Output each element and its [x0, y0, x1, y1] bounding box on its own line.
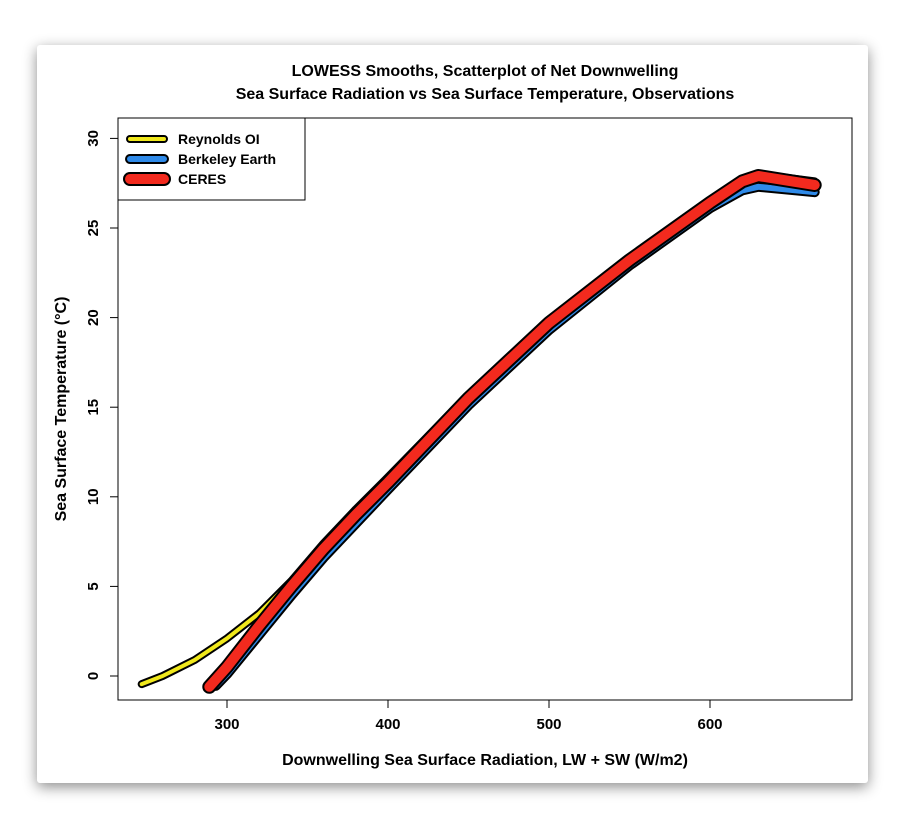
- y-tick-label: 20: [85, 309, 102, 326]
- series-outline: [137, 170, 819, 689]
- legend-label: CERES: [178, 171, 226, 187]
- series-berkeley-earth: [210, 181, 820, 691]
- chart-title-line1: LOWESS Smooths, Scatterplot of Net Downw…: [292, 63, 679, 80]
- y-tick-label: 0: [85, 672, 102, 680]
- series-outline: [210, 181, 820, 691]
- x-axis-label: Downwelling Sea Surface Radiation, LW + …: [282, 752, 688, 769]
- chart-title-line2: Sea Surface Radiation vs Sea Surface Tem…: [236, 86, 735, 103]
- y-tick-label: 5: [85, 582, 102, 590]
- series-ceres: [202, 169, 822, 694]
- y-tick-label: 30: [85, 130, 102, 147]
- x-tick-label: 300: [214, 716, 239, 733]
- y-tick-label: 15: [85, 399, 102, 416]
- series-reynolds-oi: [137, 170, 819, 689]
- x-tick-label: 400: [375, 716, 400, 733]
- y-axis-label: Sea Surface Temperature (°C): [53, 297, 70, 522]
- x-tick-label: 600: [697, 716, 722, 733]
- legend-label: Berkeley Earth: [178, 151, 276, 167]
- series-line: [204, 171, 820, 692]
- plot-frame: [117, 117, 853, 701]
- x-tick-label: 500: [536, 716, 561, 733]
- legend-label: Reynolds OI: [178, 131, 260, 147]
- y-tick-label: 10: [85, 488, 102, 505]
- series-line: [139, 172, 817, 687]
- y-tick-label: 25: [85, 220, 102, 237]
- series-outline: [202, 169, 822, 694]
- series-line: [212, 183, 818, 689]
